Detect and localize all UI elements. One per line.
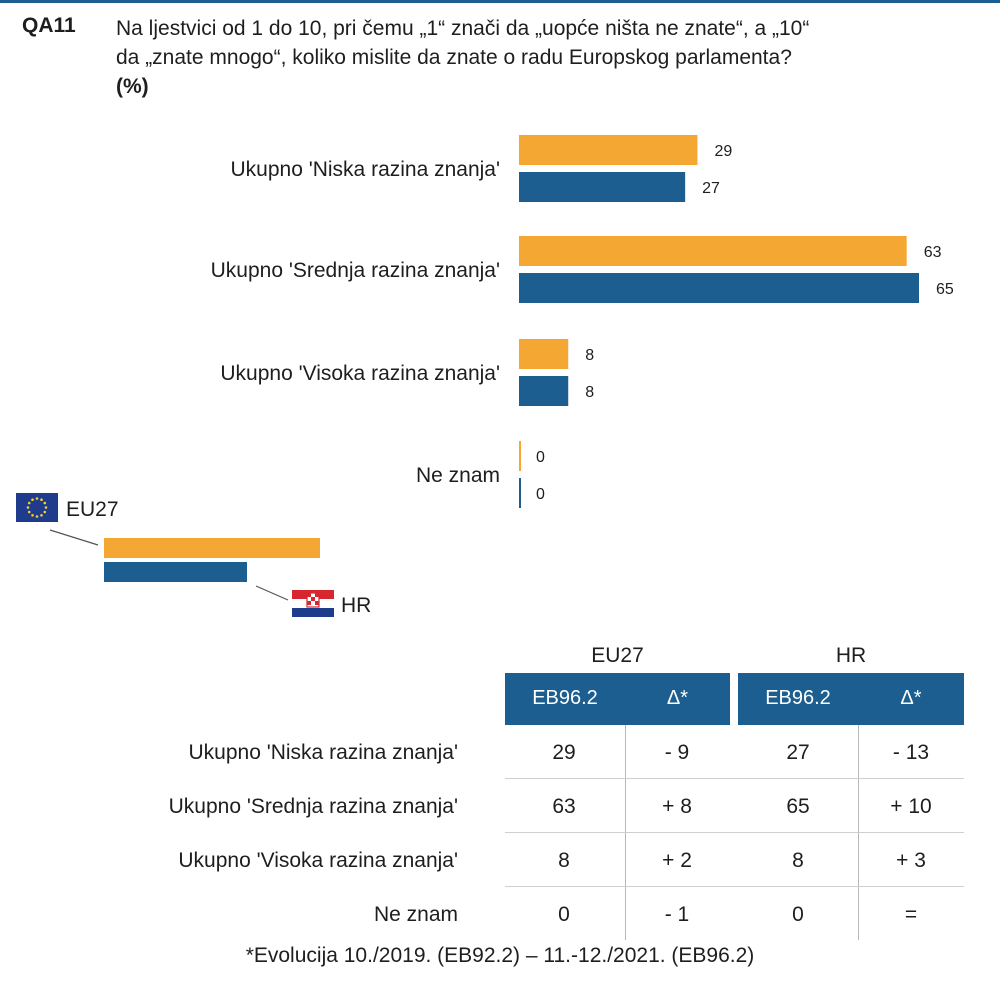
bar-eu27 [519, 236, 907, 266]
question-line-1: Na ljestvici od 1 do 10, pri čemu „1“ zn… [116, 17, 810, 40]
col-header-eu27-delta: Δ* [666, 687, 689, 709]
bar-hr [519, 376, 569, 406]
bar-eu27 [519, 339, 569, 369]
bar-value-label: 8 [585, 347, 594, 364]
category-label: Ne znam [416, 464, 500, 487]
croatia-flag-icon [292, 590, 334, 617]
table-cell: 0 [558, 903, 570, 926]
table-cell: 0 [792, 903, 804, 926]
table-cell: + 10 [890, 795, 932, 818]
bar-hr [519, 478, 521, 508]
bar-value-label: 8 [585, 384, 594, 401]
chart-bars: Ukupno 'Niska razina znanja' 29 27 Ukupno '… [211, 135, 954, 508]
table-row-label: Ukupno 'Niska razina znanja' [188, 741, 459, 764]
bar-value-label: 0 [536, 486, 545, 503]
bar-value-label: 63 [924, 244, 942, 261]
table-header-eu27: EB96.2 Δ* [505, 673, 730, 725]
table-cell: 65 [786, 795, 810, 818]
bar-value-label: 0 [536, 449, 545, 466]
table-row-label: Ne znam [373, 903, 458, 926]
table-header-hr: EB96.2 Δ* [738, 673, 964, 725]
top-rule [0, 0, 1000, 3]
category-label: Ukupno 'Niska razina znanja' [231, 158, 501, 181]
bar-hr [519, 172, 686, 202]
table-cell: - 9 [664, 741, 690, 764]
table-group-hr: HR [835, 644, 867, 667]
table-cell: 8 [792, 849, 804, 872]
chart-legend: EU27 HR [16, 493, 371, 617]
eu-flag-icon [16, 493, 58, 522]
table-row-divider [505, 778, 964, 779]
table-cell: + 8 [662, 795, 692, 818]
col-header-eu27-eb: EB96.2 [532, 687, 598, 709]
col-header-hr-eb: EB96.2 [765, 687, 831, 709]
table-cell: + 2 [662, 849, 692, 872]
legend-hr-leader [255, 585, 289, 601]
category-label: Ukupno 'Visoka razina znanja' [220, 362, 500, 385]
question-id: QA11 [22, 14, 76, 37]
legend-eu27-swatch [104, 538, 320, 558]
legend-hr-label: HR [341, 594, 371, 617]
bar-eu27 [519, 135, 698, 165]
bar-chart: Ukupno 'Niska razina znanja' 29 27 Ukupno '… [16, 135, 954, 617]
bar-value-label: 29 [714, 143, 732, 160]
table-cell: 29 [552, 741, 576, 764]
question-line-2: da „znate mnogo“, koliko mislite da znat… [116, 46, 792, 69]
table-row-label: Ukupno 'Visoka razina znanja' [178, 849, 458, 872]
table-cell: = [904, 903, 918, 926]
table-row-divider [505, 886, 964, 887]
table-row-divider [505, 832, 964, 833]
bar-hr [519, 273, 919, 303]
question-unit: (%) [116, 75, 149, 98]
legend-eu27-label: EU27 [66, 498, 119, 521]
footnote: *Evolucija 10./2019. (EB92.2) – 11.-12./… [245, 944, 755, 967]
bar-eu27 [519, 441, 521, 471]
table-group-eu27: EU27 [591, 644, 644, 667]
category-label: Ukupno 'Srednja razina znanja' [211, 259, 500, 282]
table-cell: 27 [786, 741, 810, 764]
table-cell: - 13 [892, 741, 930, 764]
eu-flag-stars [26, 497, 48, 518]
table-cell: + 3 [896, 849, 926, 872]
legend-eu27-leader [49, 529, 99, 546]
question-text: Na ljestvici od 1 do 10, pri čemu „1“ zn… [116, 14, 986, 101]
table-cell: - 1 [664, 903, 690, 926]
bar-value-label: 27 [702, 180, 720, 197]
legend-hr-swatch [104, 562, 247, 582]
bar-value-label: 65 [936, 281, 954, 298]
table-row-label: Ukupno 'Srednja razina znanja' [168, 795, 458, 818]
table-cell: 8 [558, 849, 570, 872]
table-cell: 63 [552, 795, 576, 818]
col-header-hr-delta: Δ* [900, 687, 922, 709]
